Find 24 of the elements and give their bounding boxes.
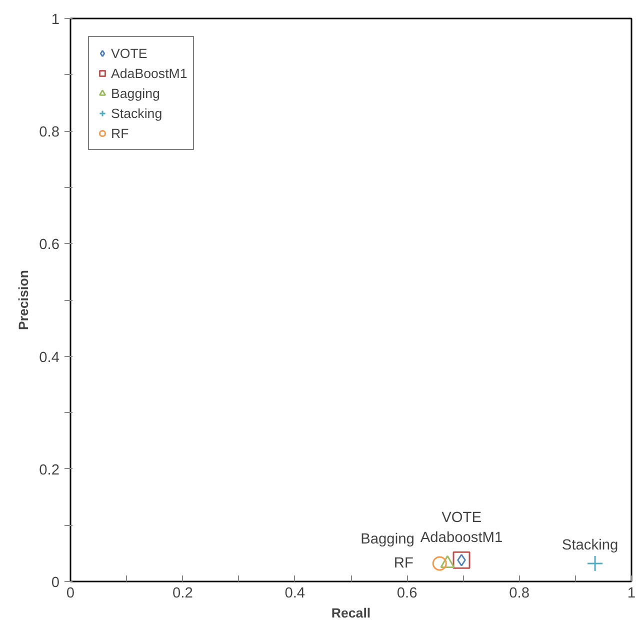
- x-tick-label: 0: [66, 586, 75, 602]
- x-tick-label: 0.8: [509, 586, 530, 602]
- annotation: AdaboostM1: [420, 530, 503, 546]
- x-tick-label: 0.6: [396, 586, 418, 602]
- annotation: Bagging: [360, 531, 414, 548]
- y-tick-label: 0: [51, 575, 60, 591]
- y-tick-label: 0.2: [39, 462, 60, 478]
- legend-label: AdaBoostM1: [111, 66, 188, 80]
- x-tick-label: 0.2: [172, 586, 193, 602]
- y-tick-label: 0.8: [39, 124, 60, 141]
- x-axis-title: Recall: [331, 606, 371, 620]
- annotation: VOTE: [442, 510, 482, 526]
- legend-label: RF: [111, 126, 130, 140]
- annotation: RF: [394, 555, 414, 572]
- y-axis-title: Precision: [16, 270, 32, 330]
- legend-label: VOTE: [111, 46, 148, 60]
- y-tick-label: 0.6: [39, 237, 60, 254]
- legend-label: Stacking: [111, 106, 162, 120]
- annotation: Stacking: [562, 537, 618, 554]
- y-tick-label: 1: [51, 12, 60, 28]
- legend-label: Bagging: [111, 86, 160, 100]
- x-tick-label: 1: [627, 586, 636, 602]
- y-tick-label: 0.4: [39, 350, 60, 366]
- x-tick-label: 0.4: [284, 586, 306, 602]
